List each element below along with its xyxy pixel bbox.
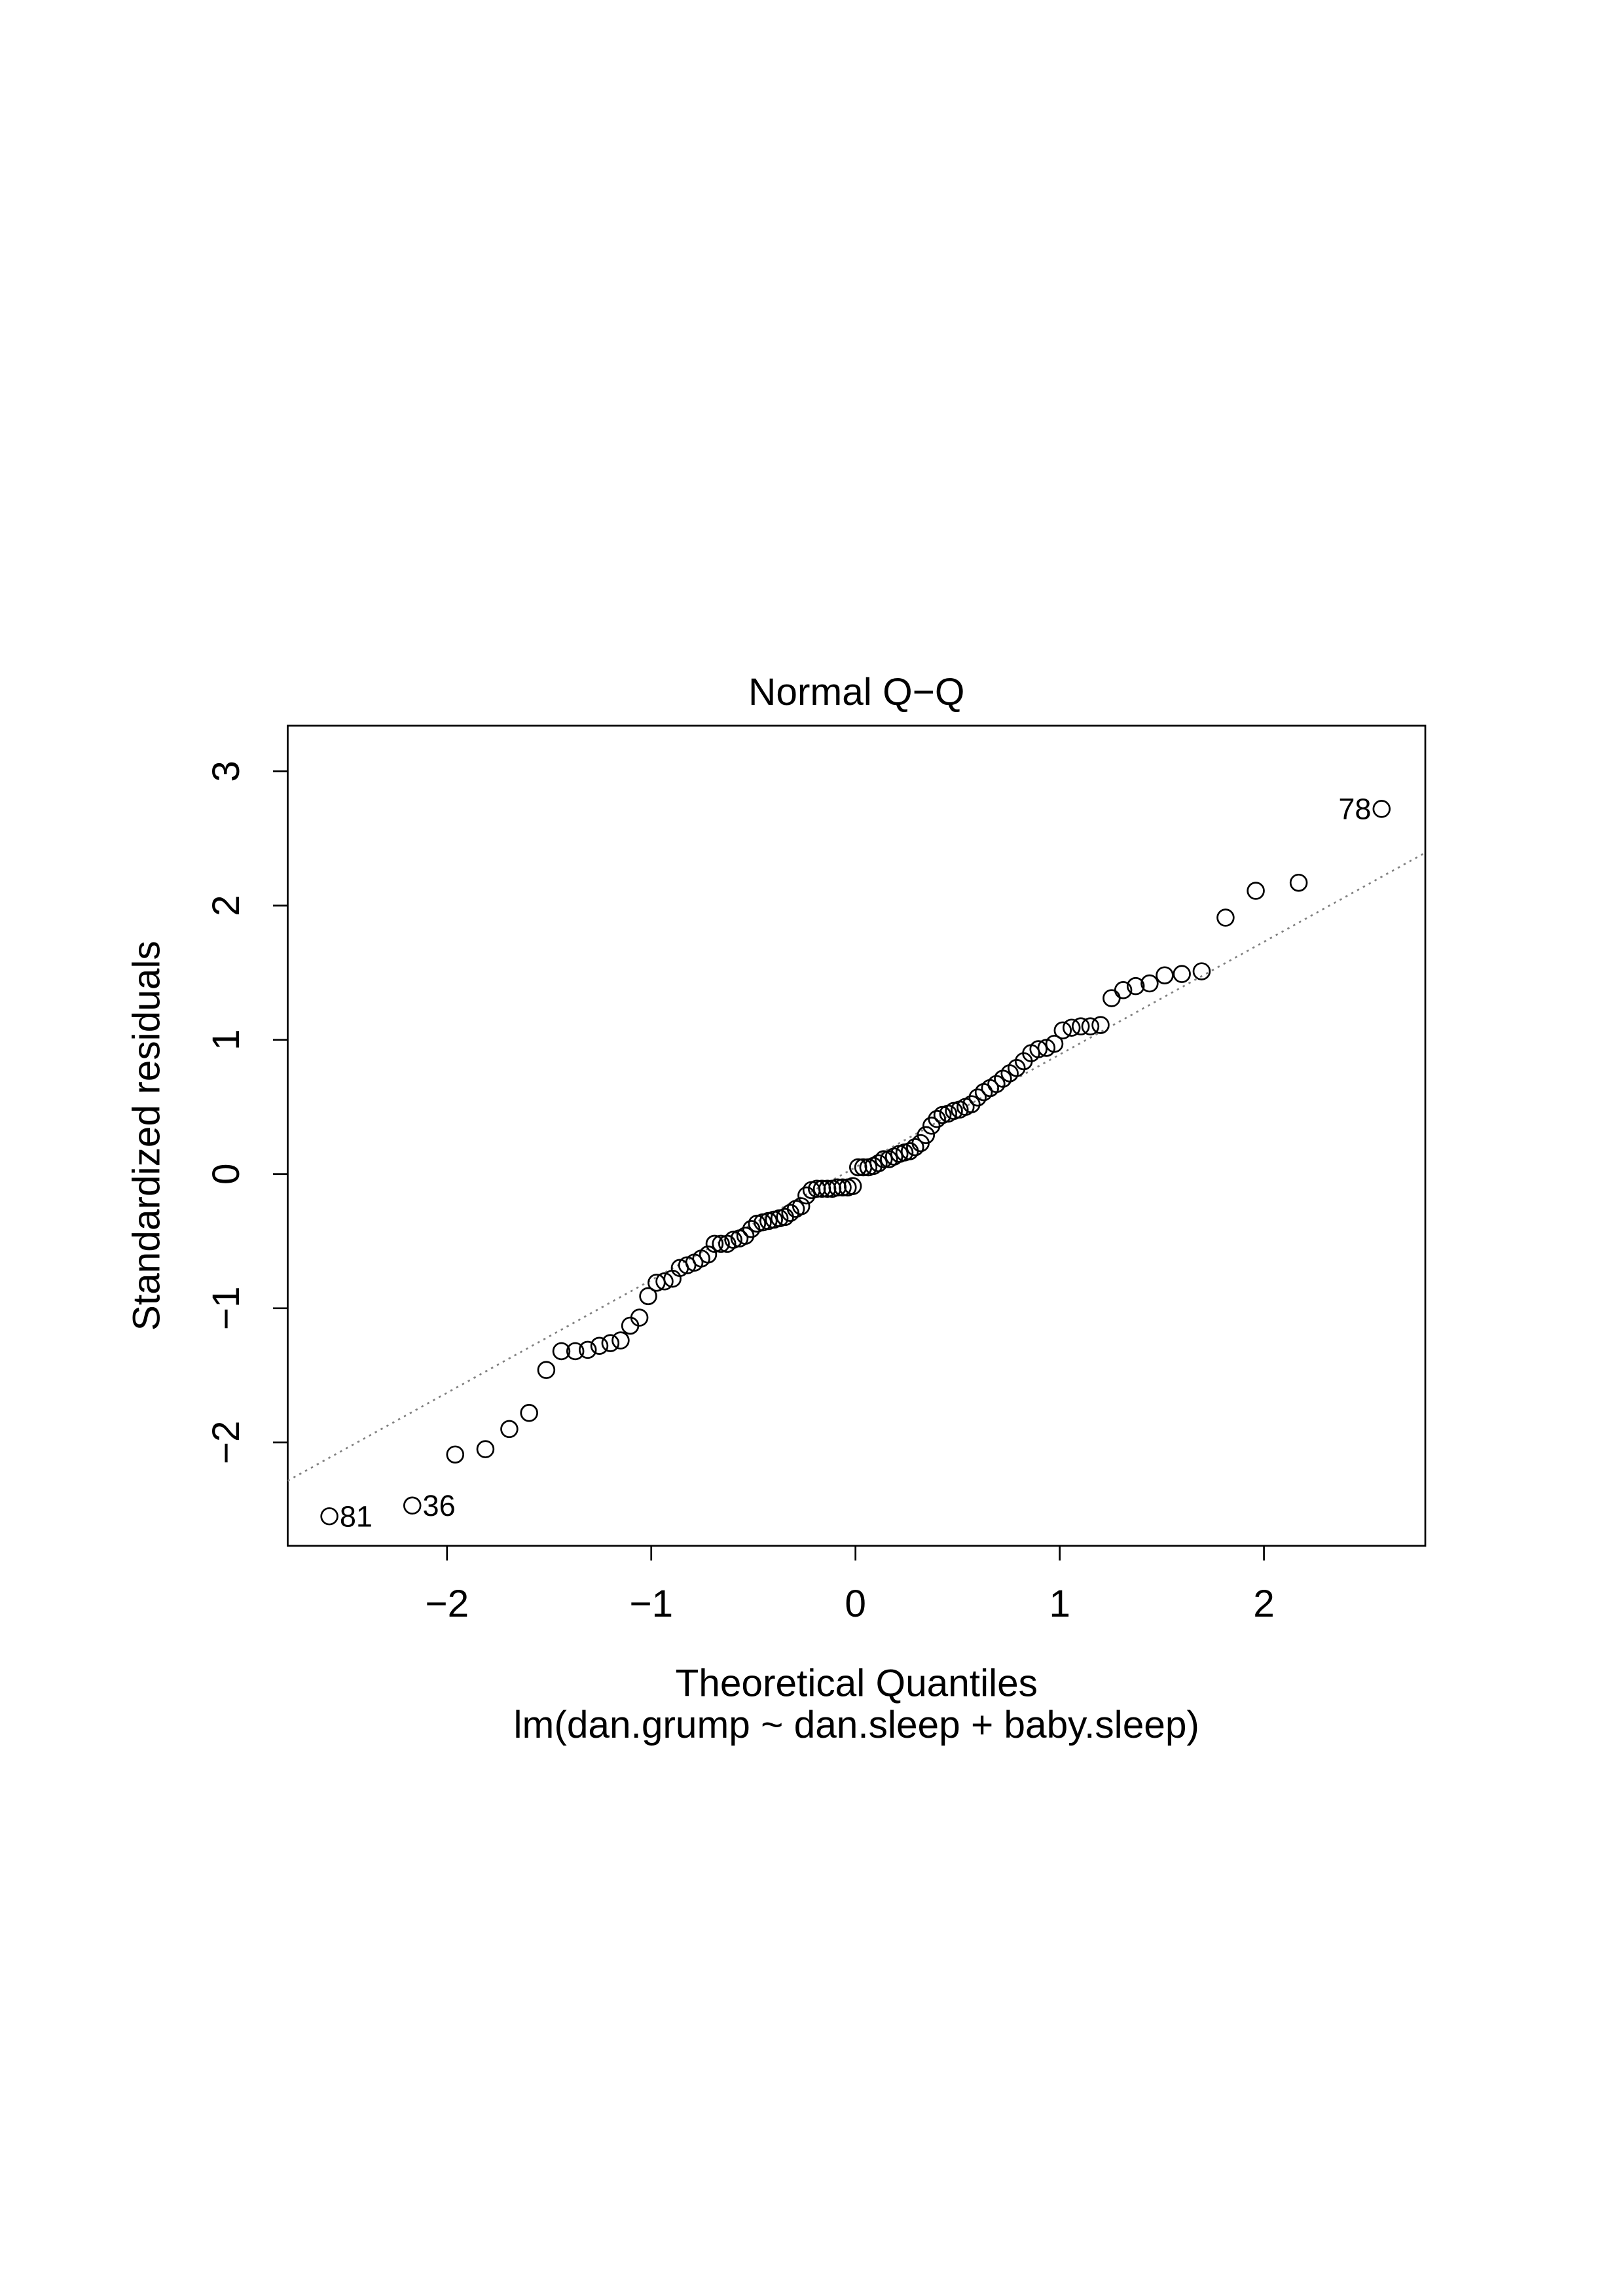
point — [578, 1340, 597, 1359]
point — [1216, 908, 1235, 927]
point — [843, 1177, 862, 1195]
y-axis-label: Standardized residuals — [125, 941, 168, 1331]
point-label: 36 — [423, 1489, 456, 1522]
point — [655, 1272, 674, 1291]
point — [933, 1105, 952, 1124]
point — [1029, 1040, 1048, 1058]
point — [601, 1334, 620, 1352]
point — [928, 1109, 946, 1128]
point — [590, 1336, 609, 1355]
point — [1062, 1018, 1081, 1037]
point — [1072, 1017, 1090, 1035]
point — [639, 1287, 657, 1306]
point — [797, 1186, 816, 1205]
point — [917, 1126, 936, 1145]
point — [968, 1088, 987, 1107]
x-axis-label: Theoretical Quantiles — [675, 1662, 1038, 1705]
point — [1081, 1017, 1100, 1035]
point — [869, 1154, 888, 1173]
point — [987, 1075, 1006, 1094]
point — [566, 1342, 585, 1361]
point — [1156, 966, 1174, 984]
point — [1114, 981, 1133, 999]
point — [792, 1197, 811, 1215]
point — [922, 1117, 941, 1135]
x-tick-label: −1 — [629, 1583, 673, 1625]
point — [833, 1178, 852, 1196]
y-tick-label: 1 — [205, 1029, 247, 1050]
x-tick-label: −2 — [425, 1583, 469, 1625]
point — [1053, 1021, 1072, 1040]
point — [403, 1496, 422, 1515]
point — [1045, 1035, 1064, 1053]
point — [1247, 882, 1265, 900]
point — [1372, 800, 1391, 818]
y-tick-label: 0 — [205, 1163, 247, 1185]
point — [705, 1234, 724, 1253]
point — [906, 1138, 924, 1157]
point — [611, 1331, 630, 1350]
y-tick-label: 3 — [205, 761, 247, 782]
point — [446, 1445, 465, 1464]
subtitle: lm(dan.grump ~ dan.sleep + baby.sleep) — [514, 1704, 1199, 1746]
point — [630, 1308, 649, 1327]
point — [699, 1246, 718, 1264]
point — [1289, 873, 1308, 892]
chart-title: Normal Q−Q — [748, 671, 964, 713]
point — [520, 1404, 538, 1422]
point — [945, 1102, 963, 1121]
y-tick-label: −1 — [205, 1286, 247, 1330]
point-label: 78 — [1338, 793, 1371, 826]
point-label: 81 — [340, 1499, 373, 1533]
point — [736, 1227, 755, 1245]
point — [1126, 977, 1145, 996]
y-tick-label: −2 — [205, 1420, 247, 1464]
point — [537, 1361, 556, 1379]
point — [1091, 1016, 1110, 1034]
point — [712, 1234, 730, 1253]
x-tick-label: 1 — [1049, 1583, 1070, 1625]
point — [1103, 989, 1121, 1007]
point — [962, 1095, 981, 1113]
point — [781, 1204, 799, 1222]
point — [552, 1342, 571, 1361]
point — [320, 1507, 338, 1526]
point — [476, 1440, 495, 1458]
point — [1192, 962, 1211, 980]
plot-frame — [287, 725, 1427, 1547]
x-tick-label: 0 — [845, 1583, 866, 1625]
y-tick-label: 2 — [205, 895, 247, 916]
point — [724, 1230, 742, 1249]
point — [874, 1150, 893, 1168]
reference-line — [287, 852, 1426, 1482]
point — [500, 1420, 519, 1439]
x-tick-label: 2 — [1253, 1583, 1275, 1625]
point — [1140, 974, 1159, 993]
point — [1173, 965, 1191, 983]
